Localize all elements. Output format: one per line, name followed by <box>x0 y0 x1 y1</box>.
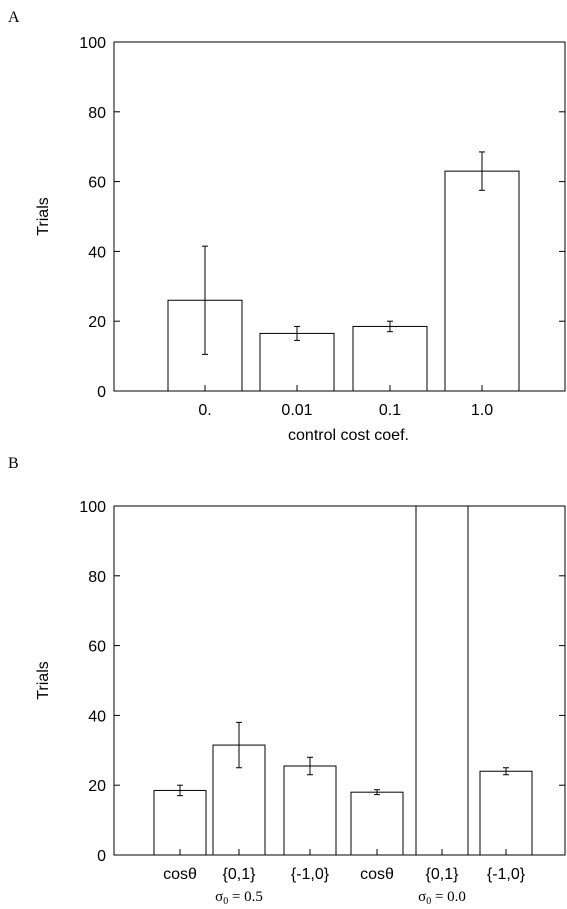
y-tick-label: 40 <box>88 708 106 725</box>
bar-3 <box>352 325 428 392</box>
bar-1 <box>153 789 207 856</box>
bar-6 <box>479 770 533 856</box>
x-tick-label: {0,1} <box>426 866 460 883</box>
bar-3 <box>283 765 337 856</box>
y-tick-label: 0 <box>97 384 106 401</box>
x-tick-label: 0. <box>198 402 211 419</box>
bar-5 <box>415 505 469 856</box>
group-label-value: = 0.0 <box>431 889 466 905</box>
panel-label: B <box>8 455 19 472</box>
group-label-2: σ0 = 0.0 <box>418 889 466 907</box>
y-tick-label: 20 <box>88 314 106 331</box>
y-tick-label: 60 <box>88 639 106 656</box>
panel-b: B 0 20 40 60 80 100 cosθ {0,1} {-1,0} cosθ {0,1} {-1… <box>8 455 566 907</box>
bar-4 <box>350 791 404 856</box>
y-axis-label: Trials <box>35 197 52 236</box>
panel-a: A 0 20 40 60 80 100 0. 0.01 0.1 1.0 Trials control c… <box>8 9 566 444</box>
x-tick-label: {-1,0} <box>291 866 330 883</box>
y-tick-label: 40 <box>88 244 106 261</box>
group-label-symbol: σ <box>418 889 426 905</box>
y-tick-label: 100 <box>79 499 106 516</box>
group-label-subscript: 0 <box>223 896 228 907</box>
x-axis-label: control cost coef. <box>288 427 409 444</box>
x-tick-label: 0.01 <box>281 402 312 419</box>
plot-frame <box>113 505 566 856</box>
y-tick-label: 80 <box>88 569 106 586</box>
bar-4 <box>444 170 520 392</box>
y-tick-label: 100 <box>79 35 106 52</box>
bar-2 <box>259 332 335 392</box>
x-tick-label: cosθ <box>360 866 394 883</box>
group-label-subscript: 0 <box>426 896 431 907</box>
panel-label: A <box>8 9 20 26</box>
plot-frame <box>113 41 566 392</box>
group-label-value: = 0.5 <box>228 889 263 905</box>
y-tick-label: 0 <box>97 848 106 865</box>
x-tick-label: 0.1 <box>379 402 401 419</box>
x-tick-label: 1.0 <box>471 402 493 419</box>
y-tick-label: 80 <box>88 105 106 122</box>
group-label-1: σ0 = 0.5 <box>215 889 263 907</box>
x-tick-label: cosθ <box>163 866 197 883</box>
y-tick-label: 20 <box>88 778 106 795</box>
y-axis-label: Trials <box>35 661 52 700</box>
x-tick-label: {0,1} <box>223 866 257 883</box>
y-tick-label: 60 <box>88 175 106 192</box>
group-label-symbol: σ <box>215 889 223 905</box>
x-tick-label: {-1,0} <box>487 866 526 883</box>
